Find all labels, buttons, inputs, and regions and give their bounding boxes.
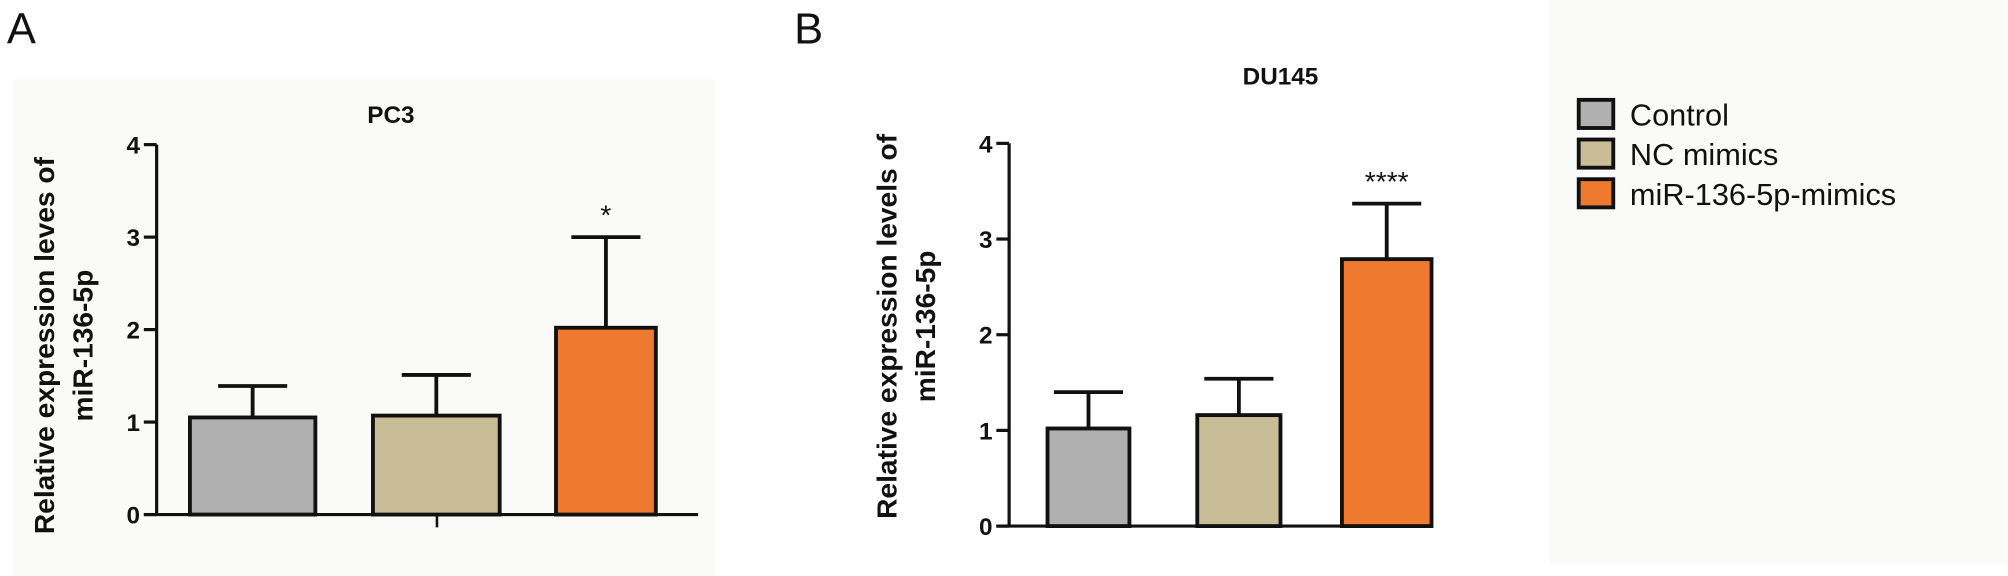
bar-mir-136-5p-mimics <box>1340 257 1434 528</box>
panel-b-ylabel-line1: Relative expression levels of <box>871 133 902 519</box>
panel-b-ylabel-line2: miR-136-5p <box>910 251 941 403</box>
legend-background <box>1549 0 2008 564</box>
legend-label-nc-mimics: NC mimics <box>1630 137 1778 172</box>
panel-b-letter: B <box>794 6 823 54</box>
legend: Control NC mimics miR-136-5p-mimics <box>1576 97 1896 212</box>
y-tick-label: 4 <box>979 131 993 158</box>
y-tick-label: 0 <box>979 514 993 541</box>
panel-a-ylabel-line1: Relative expression leves of <box>29 156 60 534</box>
y-tick-label: 0 <box>126 503 140 530</box>
significance-label: **** <box>1365 166 1409 197</box>
panel-a-letter: A <box>7 6 36 54</box>
panel-b-title: DU145 <box>1243 63 1319 90</box>
y-tick-label: 1 <box>126 410 140 437</box>
panel-a-title: PC3 <box>367 102 414 129</box>
y-tick-label: 3 <box>979 227 993 254</box>
bar-control <box>1045 426 1132 529</box>
y-tick-label: 3 <box>126 225 140 252</box>
y-tick-label: 2 <box>126 318 140 345</box>
legend-swatch-nc-mimics <box>1576 137 1616 170</box>
bar-nc-mimics <box>371 413 502 517</box>
bar-mir-136-5p-mimics <box>554 325 658 517</box>
legend-swatch-mir-mimics <box>1576 177 1616 210</box>
legend-swatch-control <box>1576 97 1616 130</box>
significance-label: * <box>600 199 611 230</box>
panel-a-ylabel-line2: miR-136-5p <box>68 270 99 422</box>
bar-nc-mimics <box>1195 413 1283 529</box>
bar-control <box>188 415 318 517</box>
y-tick-label: 4 <box>126 133 140 160</box>
panel-a-plot: * 0 1 2 3 4 <box>126 133 699 530</box>
panel-b-plot: **** 0 1 2 3 4 <box>979 131 1434 541</box>
legend-label-mir-mimics: miR-136-5p-mimics <box>1630 177 1896 212</box>
legend-label-control: Control <box>1630 97 1729 132</box>
y-tick-label: 1 <box>979 418 993 445</box>
y-tick-label: 2 <box>979 323 993 350</box>
